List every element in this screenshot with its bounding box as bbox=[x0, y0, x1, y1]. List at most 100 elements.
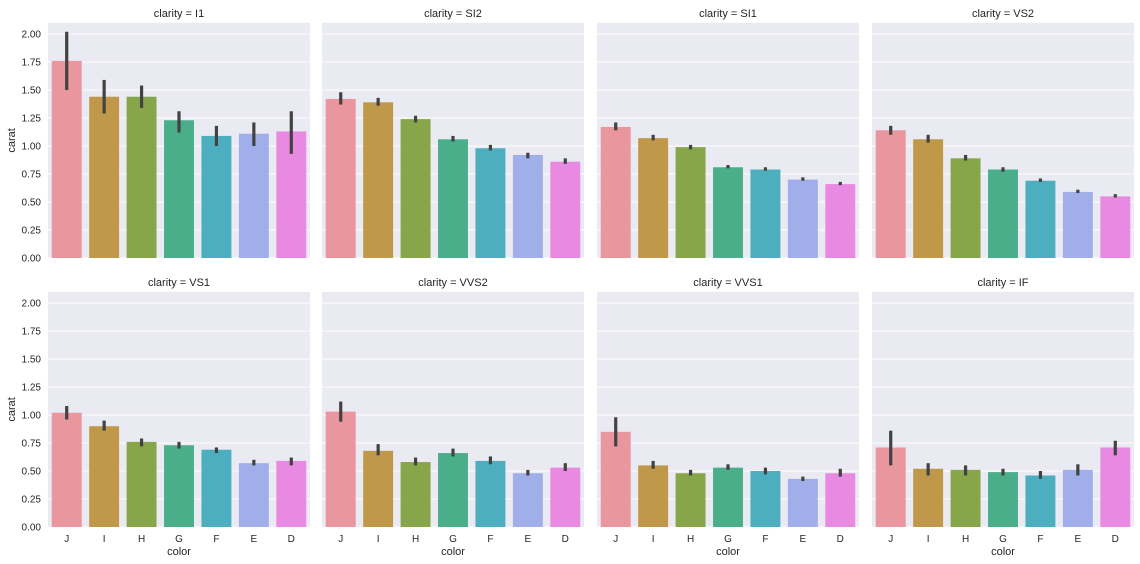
y-tick-label: 2.00 bbox=[22, 299, 42, 310]
x-tick-label: D bbox=[562, 534, 569, 545]
x-tick-label: E bbox=[525, 534, 532, 545]
x-tick-label: E bbox=[251, 534, 258, 545]
x-tick-label: H bbox=[412, 534, 419, 545]
bar bbox=[675, 473, 706, 527]
bar bbox=[913, 139, 944, 258]
panel-title: clarity = SI1 bbox=[699, 8, 757, 20]
y-tick-label: 1.00 bbox=[22, 142, 42, 153]
x-tick-label: E bbox=[1075, 534, 1082, 545]
bar bbox=[363, 102, 394, 258]
y-tick-label: 1.25 bbox=[22, 114, 42, 125]
bar bbox=[126, 441, 157, 527]
bar bbox=[89, 96, 120, 258]
bar bbox=[950, 469, 981, 527]
bar bbox=[1062, 469, 1093, 527]
bar bbox=[325, 411, 356, 527]
x-tick-label: E bbox=[800, 534, 807, 545]
x-tick-label: D bbox=[288, 534, 295, 545]
bar bbox=[512, 154, 543, 258]
bar bbox=[438, 453, 468, 527]
x-tick-label: I bbox=[103, 534, 106, 545]
bar bbox=[675, 147, 706, 258]
y-tick-label: 1.75 bbox=[22, 327, 42, 338]
x-tick-label: J bbox=[338, 534, 343, 545]
y-tick-label: 1.25 bbox=[22, 383, 42, 394]
bar bbox=[950, 158, 981, 258]
bar bbox=[825, 473, 856, 527]
bar bbox=[913, 468, 944, 527]
y-axis-label: carat bbox=[6, 397, 18, 421]
bar bbox=[363, 450, 394, 527]
y-tick-label: 0.00 bbox=[22, 523, 42, 534]
bar bbox=[638, 465, 669, 527]
x-tick-label: D bbox=[1112, 534, 1119, 545]
panel-title: clarity = VVS1 bbox=[693, 277, 762, 289]
facet-panel: clarity = VS2 bbox=[872, 8, 1134, 259]
panel-title: clarity = IF bbox=[977, 277, 1028, 289]
y-tick-label: 1.50 bbox=[22, 86, 42, 97]
x-tick-label: J bbox=[64, 534, 69, 545]
bar bbox=[89, 426, 120, 527]
bar bbox=[875, 130, 906, 258]
x-axis-label: color bbox=[441, 546, 465, 558]
y-axis-label: carat bbox=[6, 128, 18, 152]
panel-title: clarity = VS2 bbox=[972, 8, 1034, 20]
x-tick-label: G bbox=[449, 534, 457, 545]
y-tick-label: 0.75 bbox=[22, 170, 42, 181]
x-tick-label: I bbox=[652, 534, 655, 545]
x-tick-label: H bbox=[962, 534, 969, 545]
bar bbox=[713, 467, 743, 527]
bar bbox=[787, 478, 818, 527]
bar bbox=[238, 463, 269, 527]
x-tick-label: F bbox=[487, 534, 493, 545]
bar bbox=[400, 119, 431, 259]
bar bbox=[988, 472, 1018, 527]
bar bbox=[438, 139, 468, 258]
y-tick-label: 0.75 bbox=[22, 439, 42, 450]
y-tick-label: 0.25 bbox=[22, 495, 42, 506]
bar bbox=[550, 467, 581, 527]
bar bbox=[164, 120, 194, 259]
y-tick-label: 0.50 bbox=[22, 467, 42, 478]
bar bbox=[1025, 475, 1056, 527]
bar bbox=[600, 431, 631, 527]
bar bbox=[750, 169, 781, 258]
bar bbox=[238, 133, 269, 258]
bar bbox=[750, 471, 781, 527]
bar bbox=[713, 167, 743, 258]
y-tick-label: 1.00 bbox=[22, 411, 42, 422]
y-tick-label: 2.00 bbox=[22, 30, 42, 41]
bar bbox=[550, 161, 581, 258]
y-tick-label: 1.75 bbox=[22, 58, 42, 69]
bar bbox=[600, 126, 631, 259]
panel-title: clarity = VVS2 bbox=[418, 277, 487, 289]
bar bbox=[201, 449, 232, 527]
facet-panel: clarity = SI1 bbox=[597, 8, 859, 259]
bar bbox=[825, 184, 856, 258]
panel-title: clarity = SI2 bbox=[424, 8, 482, 20]
x-axis-label: color bbox=[716, 546, 740, 558]
x-tick-label: J bbox=[613, 534, 618, 545]
bar bbox=[638, 138, 669, 258]
x-tick-label: G bbox=[999, 534, 1007, 545]
y-tick-label: 0.00 bbox=[22, 254, 42, 265]
x-tick-label: H bbox=[138, 534, 145, 545]
bar bbox=[276, 460, 307, 527]
bar bbox=[1025, 180, 1056, 258]
bar bbox=[475, 148, 506, 258]
bar bbox=[126, 96, 157, 258]
x-tick-label: H bbox=[687, 534, 694, 545]
x-axis-label: color bbox=[991, 546, 1015, 558]
x-tick-label: I bbox=[377, 534, 380, 545]
bar bbox=[475, 460, 506, 527]
bar bbox=[1062, 191, 1093, 258]
bar bbox=[1100, 196, 1131, 258]
x-tick-label: F bbox=[762, 534, 768, 545]
bar bbox=[51, 60, 82, 258]
x-tick-label: G bbox=[175, 534, 183, 545]
x-tick-label: D bbox=[837, 534, 844, 545]
panel-title: clarity = I1 bbox=[154, 8, 204, 20]
bar bbox=[787, 179, 818, 258]
x-tick-label: J bbox=[888, 534, 893, 545]
